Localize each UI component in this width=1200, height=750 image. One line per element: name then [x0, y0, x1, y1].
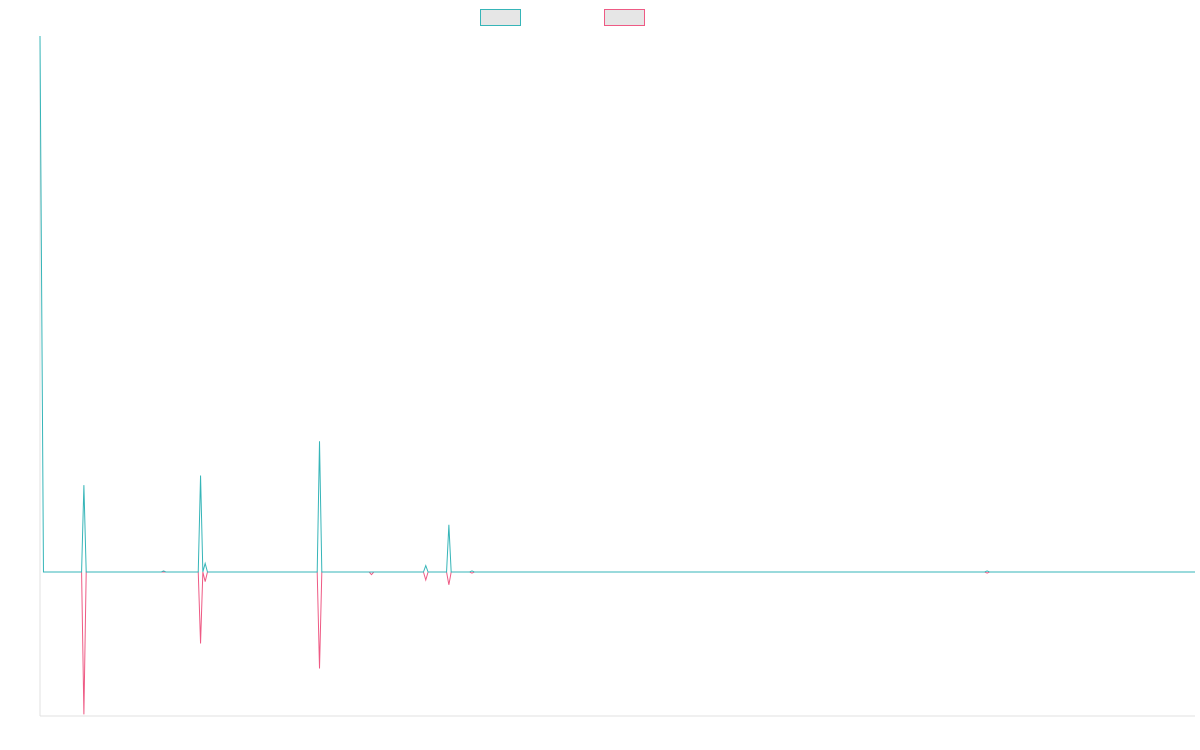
series-line-series_a — [39, 35, 1195, 573]
legend-item-series_b[interactable] — [604, 9, 645, 26]
legend-item-series_a[interactable] — [480, 9, 521, 26]
series-series_a — [39, 35, 1195, 573]
legend-swatch-series_b — [604, 9, 645, 26]
series-layer — [39, 35, 1195, 715]
series-line-series_b — [81, 571, 990, 715]
legend-swatch-series_a — [480, 9, 521, 26]
axes — [39, 36, 1195, 717]
series-series_b — [81, 571, 990, 715]
legend — [480, 9, 645, 26]
